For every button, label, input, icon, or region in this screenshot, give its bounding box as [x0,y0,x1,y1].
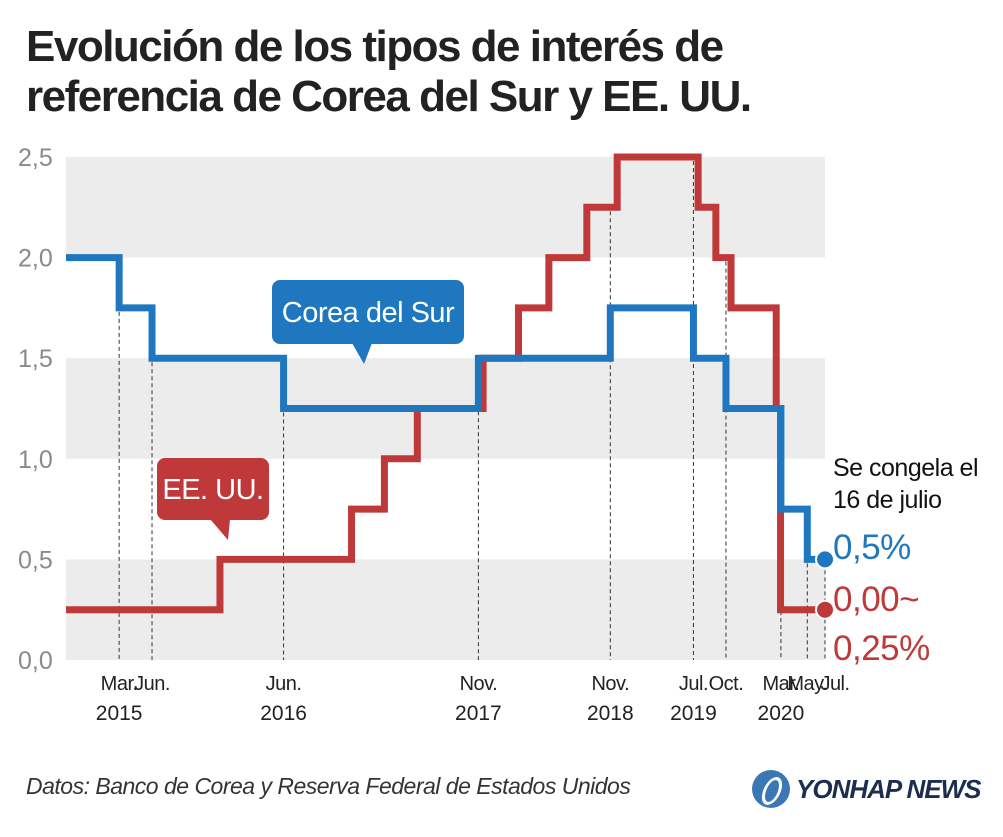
series-line [66,254,825,563]
series-callout-box [157,458,269,520]
title-line-2: referencia de Corea del Sur y EE. UU. [26,72,752,121]
x-tick-year: 2015 [96,702,143,725]
x-tick-month: Nov. [460,673,498,695]
x-tick-month: Nov. [591,673,629,695]
x-tick-month: Jul. [679,673,708,695]
series-name-label: Corea del Sur [282,297,455,329]
title-line-1: Evolución de los tipos de interés de [26,22,724,71]
x-tick-month: May. [787,673,827,695]
freeze-annotation-line: 16 de julio [833,486,941,514]
x-tick-year: 2018 [587,702,634,725]
series-callout-tail [210,519,230,540]
x-tick-month: Jun. [134,673,170,695]
y-tick-label: 0,0 [18,647,53,675]
y-tick-label: 2,0 [18,245,53,273]
series-end-dot [815,549,835,570]
x-tick-year: 2016 [260,702,307,725]
yonhap-logo: YONHAP NEWS [752,768,981,810]
x-tick-month: Mar. [762,673,799,695]
x-tick-year: 2019 [670,702,717,725]
series-line [66,153,825,614]
x-tick-month: Oct. [709,673,744,695]
rate-chart: 0,0 0,5 1,0 1,5 2,0 2,5 Mar. 2015 Jun. Jun. 2016 No… [18,144,979,725]
chart-title: Evolución de los tipos de interés de ref… [26,22,986,122]
x-tick-month: Jun. [266,673,302,695]
y-tick-label: 0,5 [18,546,53,574]
source-note: Datos: Banco de Corea y Reserva Federal … [26,773,631,799]
korea-end-value: 0,5% [833,528,911,567]
series-name-label: EE. UU. [162,474,263,506]
series-end-dot [815,599,835,620]
y-tick-label: 1,5 [18,345,53,373]
y-tick-label: 1,0 [18,446,53,474]
x-tick-year: 2017 [455,702,502,725]
us-end-value-line: 0,25% [833,629,930,668]
x-tick-month: Mar. [101,673,138,695]
yonhap-logo-text: YONHAP NEWS [796,773,981,804]
us-end-value-line: 0,00~ [833,580,919,619]
series-callout-box [272,280,464,344]
x-tick-year: 2020 [758,702,805,725]
x-tick-month: Jul. [820,673,849,695]
y-tick-label: 2,5 [18,144,53,172]
yonhap-emblem-icon [752,770,790,808]
freeze-annotation-line: Se congela el [833,454,978,482]
series-callout-tail [352,343,372,364]
